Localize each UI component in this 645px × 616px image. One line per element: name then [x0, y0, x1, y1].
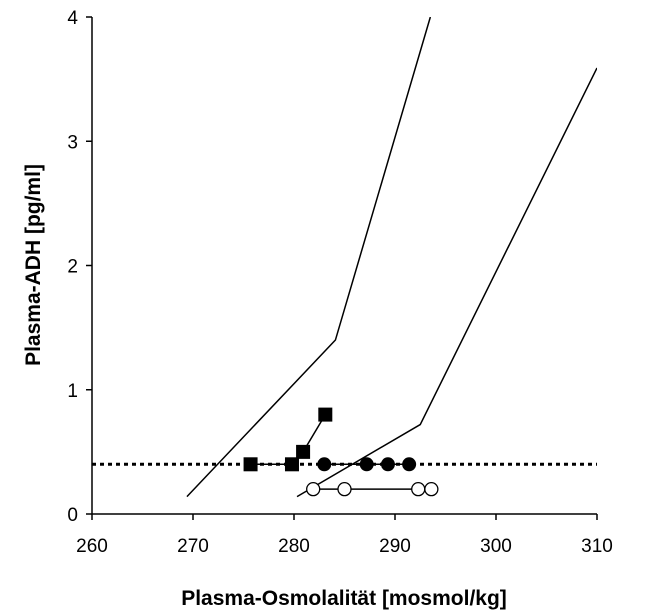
- marker: [243, 457, 258, 472]
- marker: [337, 481, 352, 497]
- y-tick-label: 1: [67, 381, 78, 402]
- y-tick-label: 4: [67, 8, 78, 29]
- marker: [359, 457, 374, 472]
- x-tick-label: 290: [379, 536, 411, 557]
- x-tick-label: 310: [581, 536, 613, 557]
- y-tick-label: 3: [67, 132, 78, 153]
- marker: [306, 481, 321, 497]
- y-axis-label: Plasma-ADH [pg/ml]: [22, 164, 45, 366]
- y-tick-label: 2: [67, 257, 78, 278]
- x-axis-label: Plasma-Osmolalität [mosmol/kg]: [181, 587, 507, 610]
- marker: [424, 481, 439, 497]
- marker: [380, 457, 395, 472]
- marker: [402, 457, 417, 472]
- x-tick-label: 260: [76, 536, 108, 557]
- series-line: [186, 17, 432, 498]
- marker: [411, 481, 426, 497]
- x-tick-label: 280: [278, 536, 310, 557]
- marker: [318, 407, 333, 422]
- series-line: [296, 67, 597, 498]
- series-line: [250, 414, 326, 466]
- plot-area: [92, 17, 597, 498]
- marker: [284, 457, 299, 472]
- marker: [317, 457, 332, 472]
- x-tick-label: 270: [177, 536, 209, 557]
- y-tick-label: 0: [67, 505, 78, 526]
- marker: [296, 444, 311, 459]
- x-tick-label: 300: [480, 536, 512, 557]
